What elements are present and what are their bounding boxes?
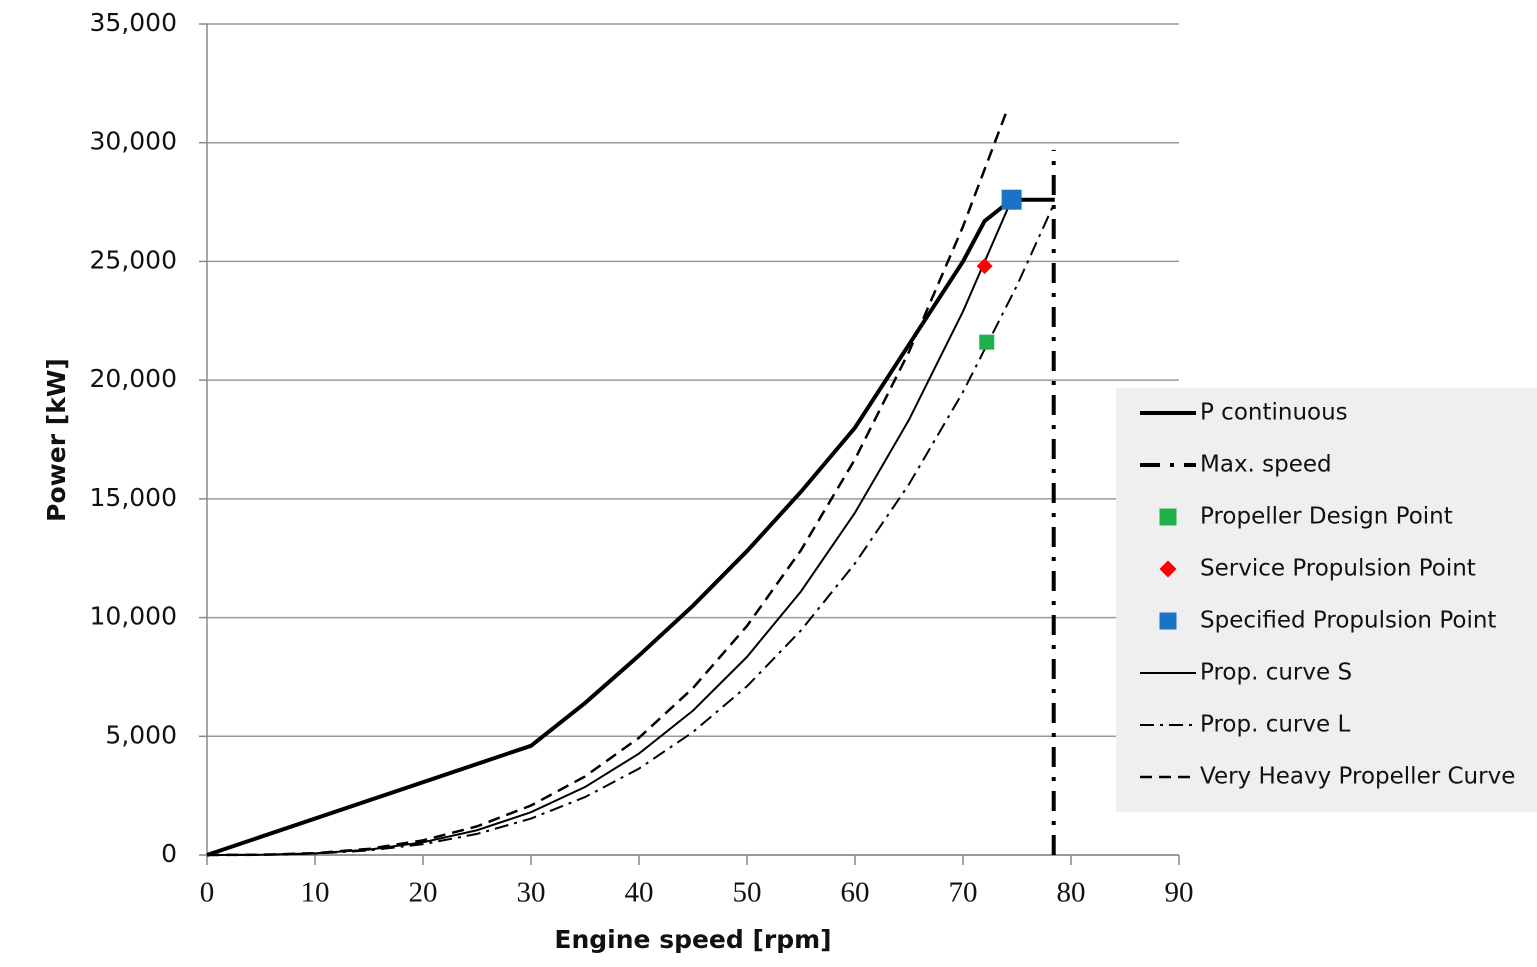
legend-label: Very Heavy Propeller Curve [1200,764,1515,790]
y-axis-title: Power [kW] [42,358,71,522]
legend-label: Prop. curve L [1200,712,1350,738]
y-tick-label: 30,000 [90,127,177,156]
series-line [206,197,1055,857]
marker [979,334,995,350]
y-tick-label: 0 [161,839,177,868]
x-tick-label: 10 [301,877,330,909]
x-tick-label: 70 [949,877,978,909]
marker [1159,508,1177,526]
legend-label: Service Propulsion Point [1200,556,1476,582]
x-tick-label: 20 [409,877,438,909]
x-axis-title: Engine speed [rpm] [554,925,831,954]
marker [976,258,993,275]
legend-label: P continuous [1200,400,1348,426]
legend-label: Specified Propulsion Point [1200,608,1496,634]
x-tick-label: 90 [1165,877,1194,909]
legend-label: Max. speed [1200,452,1332,478]
marker [1159,612,1177,630]
x-tick-label: 50 [733,877,762,909]
x-tick-label: 40 [625,877,654,909]
series-line [206,109,1009,857]
y-tick-label: 20,000 [90,364,177,393]
legend-label: Propeller Design Point [1200,504,1453,530]
x-tick-label: 80 [1057,877,1086,909]
legend: P continuous Max. speed Propeller Design P… [1116,388,1537,812]
marker [1159,560,1177,578]
x-tick-label: 0 [200,877,215,909]
legend-label: Prop. curve S [1200,660,1352,686]
x-tick-label: 60 [841,877,870,909]
series-line [206,204,1055,856]
legend-box [1116,388,1537,812]
y-tick-label: 35,000 [90,8,177,37]
x-tick-label: 30 [517,877,546,909]
y-tick-label: 5,000 [105,720,177,749]
y-tick-label: 15,000 [90,483,177,512]
series-line [206,199,1013,856]
y-tick-label: 25,000 [90,245,177,274]
marker [1001,189,1022,210]
y-tick-label: 10,000 [90,602,177,631]
